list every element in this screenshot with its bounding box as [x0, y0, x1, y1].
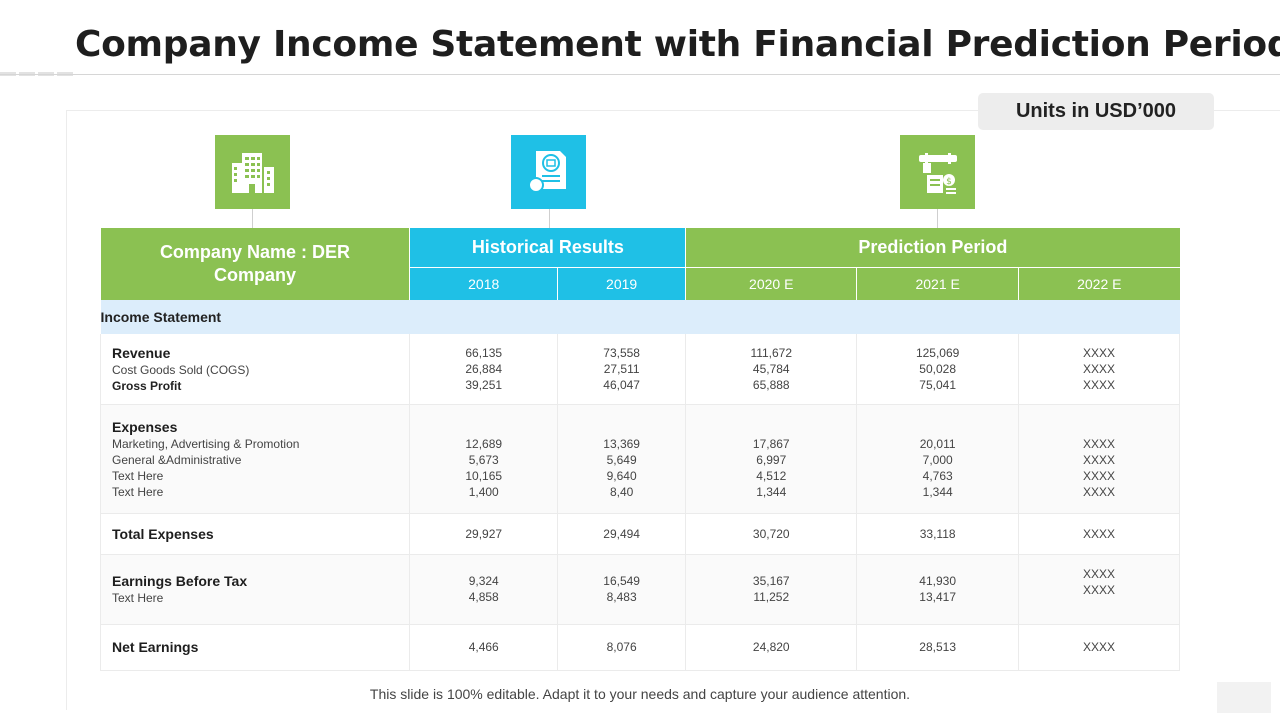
row-subitem: Text Here	[112, 591, 164, 605]
value-cell: 13,369 5,649 9,640 8,40	[557, 404, 686, 514]
content-panel	[66, 110, 1280, 710]
icon-connector	[252, 209, 253, 228]
value-cell: 41,930 13,417	[856, 554, 1019, 625]
title-divider	[0, 74, 1280, 75]
value-cell: 8,076	[557, 624, 686, 671]
year-header: 2019	[557, 266, 686, 300]
value-cell: XXXX XXXX XXXX	[1018, 334, 1180, 405]
value-cell: 9,324 4,858	[409, 554, 558, 625]
value-cell: 29,927	[409, 513, 558, 555]
row-label: Earnings Before Tax Text Here	[99, 554, 410, 625]
row-subitem: Gross Profit	[112, 378, 182, 393]
units-badge: Units in USD’000	[978, 93, 1214, 130]
office-building-icon	[215, 135, 290, 209]
value-cell: 28,513	[856, 624, 1019, 671]
value-cell: XXXX	[1018, 513, 1180, 555]
table-row: Expenses Marketing, Advertising & Promot…	[99, 404, 1180, 514]
table-row: Revenue Cost Goods Sold (COGS) Gross Pro…	[99, 334, 1180, 405]
value-cell: 35,167 11,252	[685, 554, 857, 625]
value-cell: 125,069 50,028 75,041	[856, 334, 1019, 405]
row-label: Revenue Cost Goods Sold (COGS) Gross Pro…	[99, 334, 410, 405]
row-subitem: Text Here	[112, 468, 164, 483]
historical-results-header: Historical Results	[409, 228, 686, 267]
svg-text:$: $	[946, 177, 952, 187]
row-subitem: General &Administrative	[112, 452, 242, 467]
table-row: Total Expenses 29,927 29,494 30,720 33,1…	[99, 513, 1180, 555]
row-heading: Expenses	[112, 418, 178, 435]
row-subitem: Cost Goods Sold (COGS)	[112, 362, 250, 377]
value-cell: 20,011 7,000 4,763 1,344	[856, 404, 1019, 514]
value-cell: 4,466	[409, 624, 558, 671]
value-cell: XXXX	[1018, 624, 1180, 671]
year-header: 2021 E	[856, 266, 1019, 300]
row-subitem: Marketing, Advertising & Promotion	[112, 436, 300, 451]
year-header: 2022 E	[1018, 266, 1180, 300]
prediction-period-header: Prediction Period	[685, 228, 1180, 267]
row-heading: Total Expenses	[112, 525, 214, 542]
document-report-icon	[511, 135, 586, 209]
company-name-text: Company Name : DER Company	[159, 242, 350, 285]
table-row: Earnings Before Tax Text Here 9,324 4,858…	[99, 554, 1180, 625]
table-row: Net Earnings 4,466 8,076 24,820 28,513 X…	[99, 624, 1180, 671]
value-cell: 16,549 8,483	[557, 554, 686, 625]
row-label: Expenses Marketing, Advertising & Promot…	[99, 404, 410, 514]
year-header: 2018	[409, 266, 558, 300]
corner-placeholder	[1217, 682, 1271, 713]
value-cell: 12,689 5,673 10,165 1,400	[409, 404, 558, 514]
icon-connector	[937, 209, 938, 228]
row-label: Total Expenses	[99, 513, 410, 555]
row-subitem: Text Here	[112, 484, 164, 499]
row-heading: Revenue	[112, 344, 171, 361]
footer-note: This slide is 100% editable. Adapt it to…	[369, 686, 911, 702]
row-heading: Net Earnings	[112, 639, 199, 655]
value-cell: XXXX XXXX	[1018, 554, 1180, 625]
year-header: 2020 E	[685, 266, 857, 300]
value-cell: 24,820	[685, 624, 857, 671]
hand-money-prediction-icon: $	[900, 135, 975, 209]
value-cell: 30,720	[685, 513, 857, 555]
value-cell: 73,558 27,511 46,047	[557, 334, 686, 405]
value-cell: 29,494	[557, 513, 686, 555]
income-statement-table: Company Name : DER Company Historical Re…	[99, 228, 1180, 671]
row-label: Net Earnings	[99, 624, 410, 671]
value-cell: XXXX XXXX XXXX XXXX	[1018, 404, 1180, 514]
icon-connector	[549, 209, 550, 228]
section-label: Income Statement	[100, 300, 1180, 334]
page-title: Company Income Statement with Financial …	[75, 24, 1280, 65]
value-cell: 111,672 45,784 65,888	[685, 334, 857, 405]
row-heading: Earnings Before Tax	[112, 573, 248, 589]
company-name-header: Company Name : DER Company	[100, 228, 410, 300]
value-cell: 66,135 26,884 39,251	[409, 334, 558, 405]
value-cell: 33,118	[856, 513, 1019, 555]
value-cell: 17,867 6,997 4,512 1,344	[685, 404, 857, 514]
